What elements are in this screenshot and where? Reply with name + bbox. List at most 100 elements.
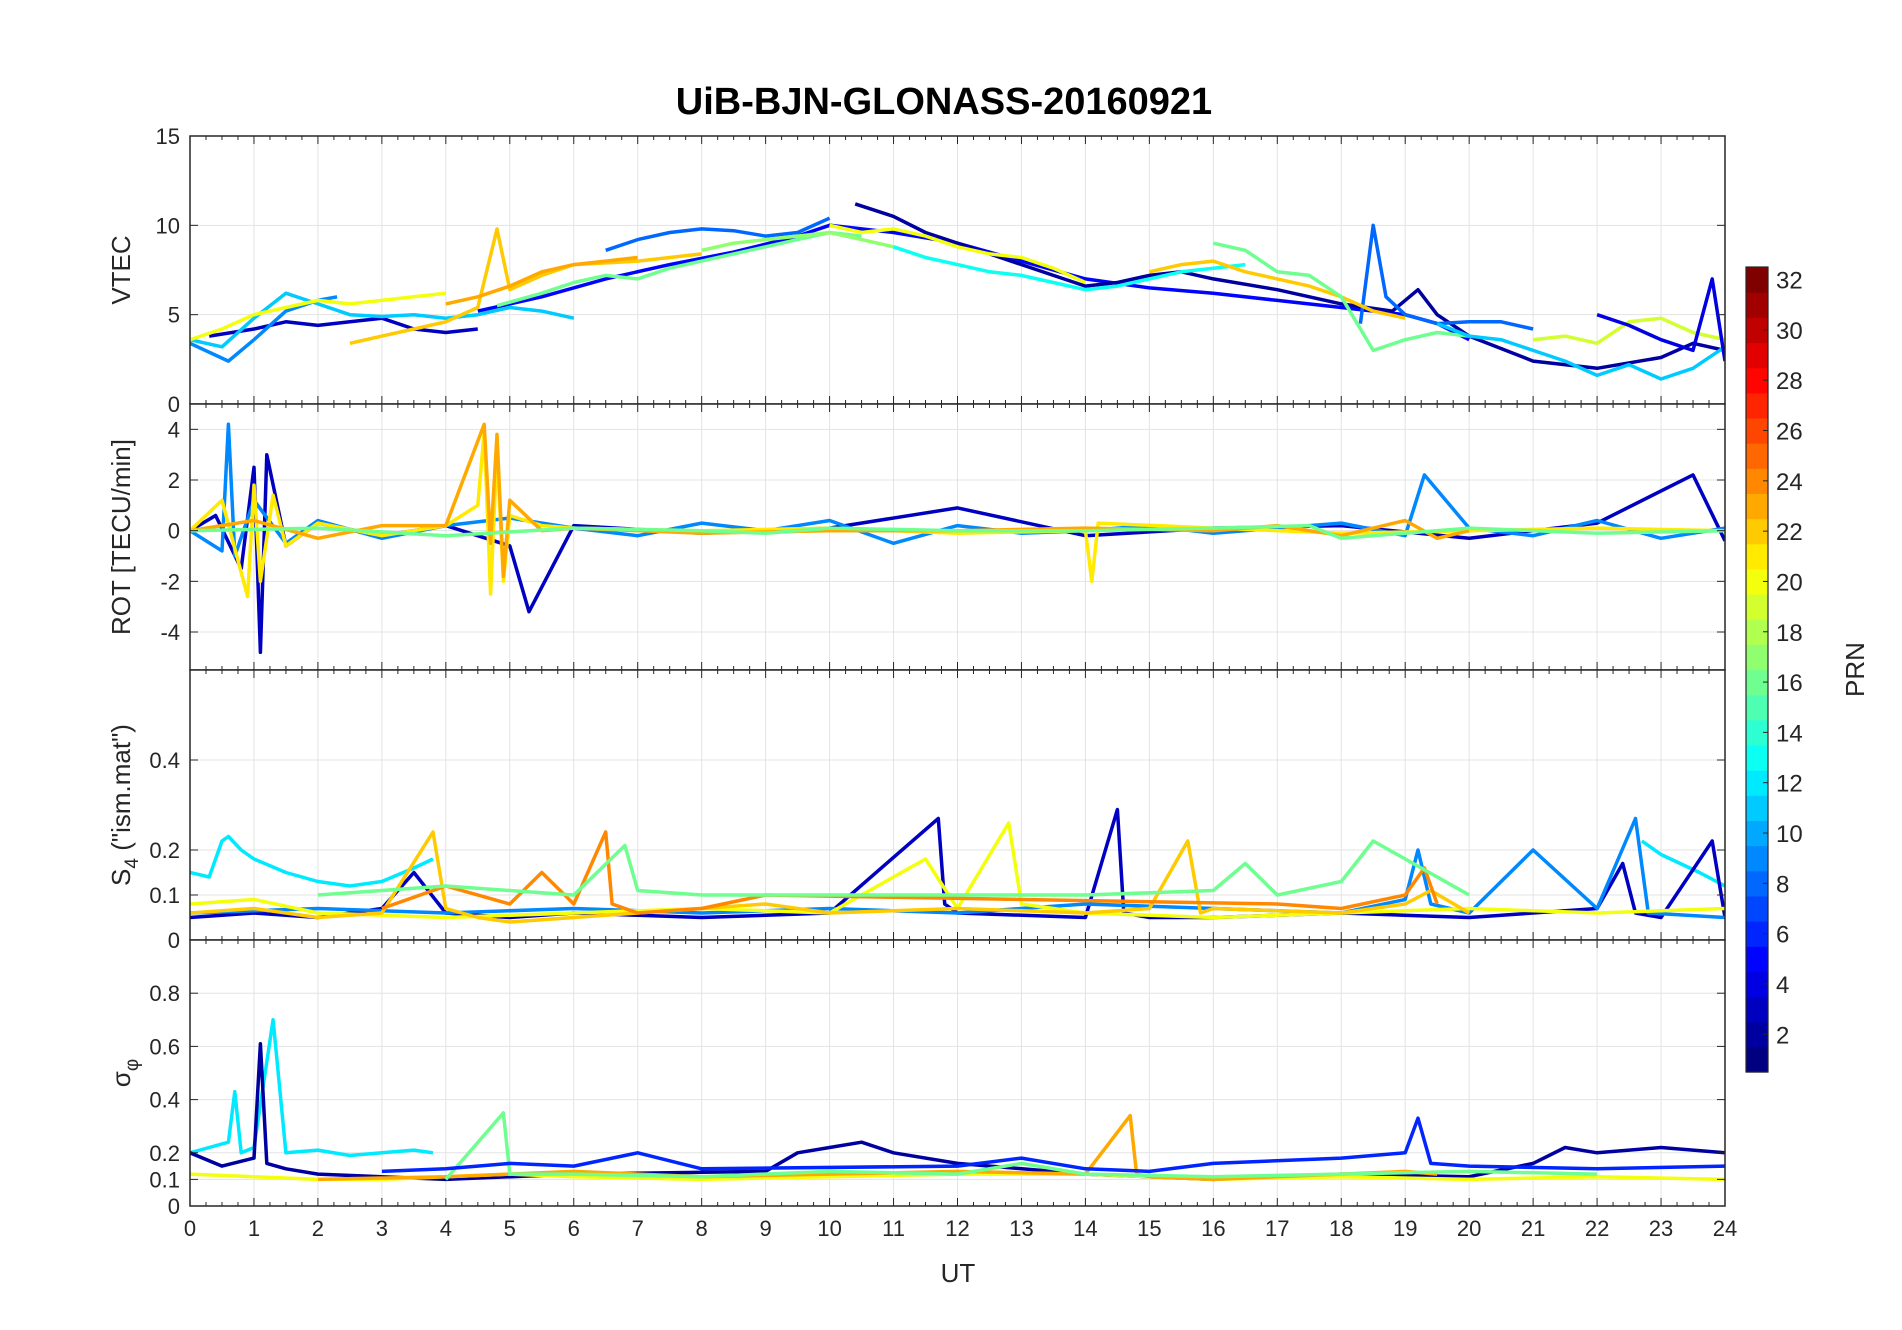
- x-tick-label: 8: [696, 1216, 708, 1241]
- y-tick-label: 0.2: [149, 838, 180, 863]
- x-tick-label: 16: [1201, 1216, 1225, 1241]
- series-line-prn-17: [701, 230, 894, 253]
- x-tick-label: 20: [1457, 1216, 1481, 1241]
- y-tick-label: 0.1: [149, 883, 180, 908]
- series-line-prn-16: [190, 523, 1725, 541]
- colorbar-tick-label: 6: [1776, 922, 1789, 949]
- y-tick-label: 0.8: [149, 981, 180, 1006]
- x-tick-label: 19: [1393, 1216, 1417, 1241]
- colorbar-swatch: [1746, 392, 1768, 419]
- colorbar-tick-label: 2: [1776, 1022, 1789, 1049]
- x-tick-label: 2: [312, 1216, 324, 1241]
- x-tick-label: 4: [440, 1216, 452, 1241]
- x-tick-label: 15: [1137, 1216, 1161, 1241]
- series-line-prn-12: [1640, 839, 1725, 888]
- colorbar-tick-label: 12: [1776, 771, 1803, 798]
- colorbar-swatch: [1746, 367, 1768, 394]
- x-tick-label: 13: [1009, 1216, 1033, 1241]
- y-axis-label-rot: ROT [TECU/min]: [106, 439, 136, 635]
- colorbar-swatch: [1746, 644, 1768, 671]
- colorbar-swatch: [1746, 669, 1768, 696]
- y-tick-label: -4: [160, 620, 180, 645]
- colorbar-swatch: [1746, 795, 1768, 822]
- series-line-prn-20: [829, 223, 1087, 285]
- series-line-prn-8: [1358, 223, 1534, 331]
- panel-vtec: 0 5 10 15 VTEC: [106, 124, 1726, 417]
- colorbar-tick-label: 18: [1776, 620, 1803, 647]
- series-group: [190, 422, 1725, 655]
- y-tick-label: 15: [156, 124, 180, 149]
- x-tick-label: 0: [184, 1216, 196, 1241]
- series-line-prn-16: [1212, 241, 1470, 353]
- colorbar-swatch: [1746, 568, 1768, 595]
- series-group: [190, 807, 1725, 924]
- colorbar-swatch: [1746, 971, 1768, 998]
- chart-title: UiB-BJN-GLONASS-20160921: [676, 81, 1212, 123]
- y-axis-label-vtec: VTEC: [106, 235, 136, 304]
- colorbar-tick-label: 22: [1776, 519, 1803, 546]
- x-tick-label: 5: [504, 1216, 516, 1241]
- y-tick-label: 5: [168, 303, 180, 328]
- colorbar-swatch: [1746, 619, 1768, 645]
- x-tick-label: 24: [1713, 1216, 1737, 1241]
- y-tick-label: 0.6: [149, 1034, 180, 1059]
- y-tick-label: -2: [160, 569, 180, 594]
- colorbar-label: PRN: [1840, 642, 1870, 697]
- series-group: [190, 202, 1725, 381]
- colorbar-swatch: [1746, 493, 1768, 520]
- x-tick-label: 11: [882, 1216, 905, 1241]
- y-tick-label: 0: [168, 519, 180, 544]
- x-tick-label: 1: [248, 1216, 260, 1241]
- x-tick-label: 12: [945, 1216, 969, 1241]
- y-tick-label: 2: [168, 468, 180, 493]
- y-tick-label: 0.4: [149, 748, 180, 773]
- x-tick-label: 18: [1329, 1216, 1353, 1241]
- panel-sigphi: 00.10.2 0.4 0.6 0.8 σφ: [106, 939, 1726, 1219]
- colorbar-swatch: [1746, 1046, 1768, 1073]
- series-line-prn-24: [381, 830, 1439, 915]
- colorbar-swatch: [1746, 921, 1768, 947]
- y-tick-label: 0: [168, 392, 180, 417]
- series-line-prn-12: [190, 1018, 434, 1158]
- colorbar-swatch: [1746, 594, 1768, 620]
- series-group: [190, 1018, 1725, 1182]
- colorbar-swatch: [1746, 417, 1768, 444]
- x-tick-label: 22: [1585, 1216, 1609, 1241]
- series-line-prn-23: [445, 255, 638, 306]
- x-tick-label: 14: [1073, 1216, 1097, 1241]
- colorbar-swatch: [1746, 845, 1768, 872]
- colorbar-tick-label: 26: [1776, 419, 1803, 446]
- colorbar-tick-label: 10: [1776, 821, 1803, 848]
- colorbar-swatch: [1746, 317, 1768, 344]
- series-line-prn-8: [605, 216, 831, 252]
- colorbar-tick-label: 20: [1776, 569, 1803, 596]
- series-line-prn-20: [190, 291, 446, 342]
- colorbar-swatch: [1746, 946, 1768, 972]
- y-tick-label: 0.1: [149, 1167, 180, 1192]
- colorbar-swatch: [1746, 694, 1768, 721]
- series-line-prn-19: [1532, 316, 1725, 346]
- y-axis-label-sigphi: σφ: [106, 1059, 143, 1087]
- x-axis-label: UT: [941, 1258, 976, 1288]
- y-axis-label-s4: S4 ("ism.mat"): [106, 724, 143, 886]
- series-line-prn-12: [190, 834, 434, 888]
- y-tick-label: 0: [168, 928, 180, 953]
- colorbar-swatch: [1746, 468, 1768, 495]
- colorbar-swatch: [1746, 1021, 1768, 1048]
- series-line-prn-2: [190, 1041, 1725, 1182]
- colorbar-box: [1745, 266, 1769, 1073]
- series-line-prn-11: [190, 291, 575, 349]
- series-line-prn-16: [444, 1111, 1598, 1181]
- colorbar-swatch: [1746, 518, 1768, 545]
- x-tick-label: 6: [568, 1216, 580, 1241]
- colorbar-swatch: [1746, 719, 1768, 746]
- series-line-prn-16: [496, 230, 862, 308]
- series-line-prn-6: [381, 1116, 1725, 1174]
- colorbar-tick-label: 14: [1776, 720, 1803, 747]
- colorbar-swatch: [1746, 895, 1768, 922]
- colorbar-swatch: [1746, 292, 1768, 318]
- y-tick-label: 10: [156, 213, 180, 238]
- colorbar-tick-label: 24: [1776, 469, 1803, 496]
